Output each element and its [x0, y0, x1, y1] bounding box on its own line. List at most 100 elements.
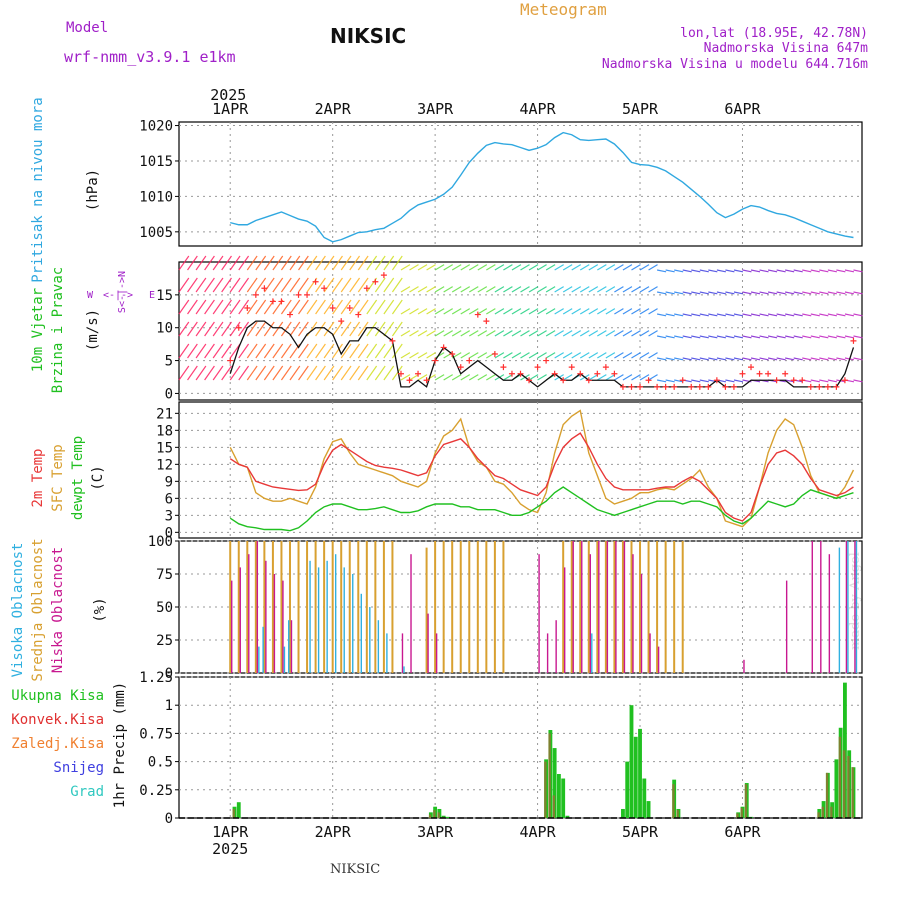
wind-barb: [614, 374, 624, 381]
wind-barb: [844, 313, 855, 317]
wind-gust-mark: [756, 370, 763, 377]
wind-barb: [417, 330, 428, 337]
wind-barb: [665, 379, 675, 383]
temp-dewpt-line: [229, 486, 854, 532]
wind-barb: [340, 299, 352, 315]
wind-barb: [571, 264, 582, 271]
wind-gust-mark: [346, 305, 353, 311]
wind-barb: [597, 308, 607, 315]
precip-total-bar: [236, 802, 241, 818]
wind-barb: [332, 255, 343, 271]
wind-gust-mark: [278, 298, 285, 305]
y-tick-label: 0: [165, 525, 173, 541]
wind-barb: [340, 365, 352, 381]
wind-barb: [562, 264, 573, 271]
wind-barb: [195, 277, 207, 293]
bottom-day-label: 6APR: [724, 823, 761, 841]
wind-barb: [827, 379, 837, 383]
wind-barb: [579, 308, 590, 315]
wind-barb: [195, 255, 207, 271]
wind-barb: [699, 379, 709, 383]
wind-barb: [691, 357, 701, 361]
wind-gust-mark: [671, 383, 678, 390]
wind-gust-mark: [790, 377, 797, 384]
wind-gust-mark: [645, 377, 652, 384]
wind-barb: [443, 330, 453, 337]
wind-barb: [417, 308, 428, 315]
precip-frame: [178, 676, 863, 819]
wind-barb: [725, 313, 735, 317]
wind-barb: [597, 330, 607, 337]
wind-barb: [434, 286, 445, 293]
wind-barb: [631, 352, 641, 359]
y-tick-label: 21: [156, 406, 173, 422]
y-tick-label: 0.5: [148, 755, 173, 771]
wind-barb: [315, 277, 326, 293]
wind-barb: [272, 255, 284, 271]
wind-gust-mark: [841, 377, 848, 384]
wind-barb: [477, 374, 488, 381]
wind-legend-vertical: S<-|->N: [117, 271, 128, 313]
wind-barb: [827, 269, 837, 273]
wind-barb: [682, 335, 692, 339]
wind-barb: [579, 352, 590, 359]
wind-barb: [315, 255, 326, 271]
wind-barb: [238, 277, 250, 293]
wind-barb: [691, 291, 701, 295]
wind-barb: [537, 308, 547, 315]
wind-barb: [853, 269, 863, 273]
bottom-day-label: 4APR: [520, 823, 557, 841]
wind-barb: [212, 365, 224, 381]
y-tick-label: 9: [165, 474, 173, 490]
wind-barb: [195, 365, 207, 381]
wind-barb: [674, 379, 684, 383]
temp-2m-line: [229, 432, 854, 522]
wind-gust-mark: [688, 383, 695, 390]
wind-barb: [460, 264, 471, 271]
wind-barb: [306, 255, 318, 271]
wind-barb: [366, 365, 378, 381]
wind-barb: [349, 277, 361, 293]
wind-barb: [827, 357, 837, 361]
wind-gust-mark: [526, 377, 533, 384]
wind-barb: [537, 374, 547, 381]
wind-barb: [383, 321, 395, 337]
wind-barb: [391, 343, 403, 359]
wind-barb: [212, 343, 224, 359]
wind-barb: [280, 321, 292, 337]
wind-gust-mark: [722, 383, 729, 390]
wind-barb: [426, 330, 436, 337]
wind-barb: [383, 299, 395, 315]
lonlat-text: lon,lat (18.95E, 42.78N): [680, 26, 868, 41]
precip-legend-item: Grad: [70, 784, 104, 800]
wind-barb: [434, 264, 445, 271]
wind-barb: [759, 313, 769, 317]
wind-barb: [187, 277, 198, 293]
wind-barb: [605, 286, 616, 293]
wind-barb: [545, 308, 556, 315]
wind-barb: [357, 321, 369, 337]
y-tick-label: 15: [156, 288, 173, 304]
wind-barb: [221, 299, 232, 315]
wind-barb: [400, 374, 411, 381]
wind-gust-mark: [500, 364, 507, 371]
wind-barb: [622, 308, 633, 315]
wind-barb: [178, 277, 190, 293]
wind-barb: [391, 255, 403, 271]
cloud-label-high: Visoka Oblacnost: [10, 543, 26, 678]
wind-barb: [298, 343, 309, 359]
wind-barb: [759, 357, 769, 361]
wind-barb: [229, 343, 241, 359]
wind-barb: [272, 277, 284, 293]
precip-convective-bar: [676, 810, 679, 818]
wind-gust-mark: [799, 377, 806, 384]
wind-barb: [187, 343, 198, 359]
wind-frame: [178, 261, 863, 401]
y-tick-label: 5: [165, 354, 173, 370]
wind-barb: [699, 313, 709, 317]
wind-barb: [776, 335, 786, 339]
wind-barb: [255, 277, 267, 293]
wind-barb: [767, 269, 778, 273]
wind-barb: [699, 357, 709, 361]
wind-barb: [725, 291, 735, 295]
